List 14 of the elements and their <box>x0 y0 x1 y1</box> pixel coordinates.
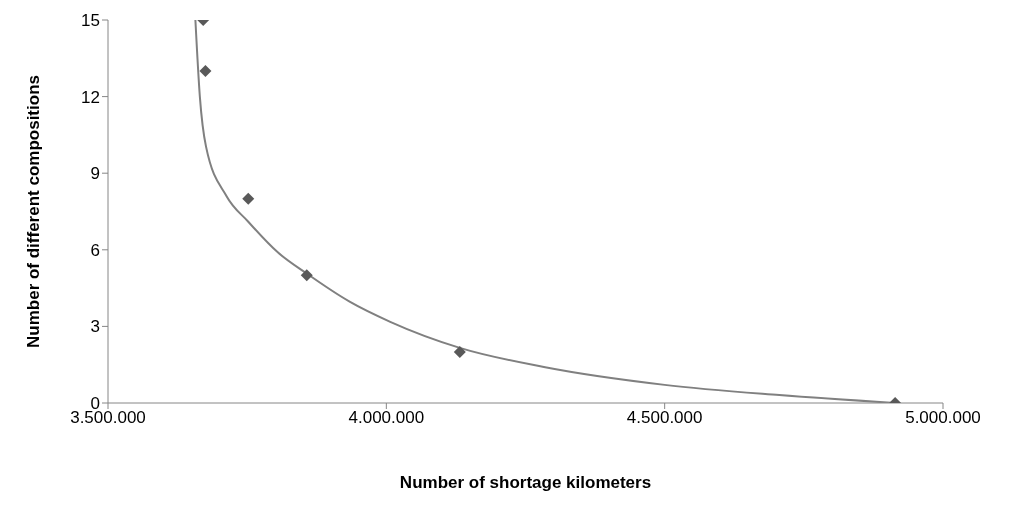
point <box>300 269 313 282</box>
y-tick-label: 12 <box>81 87 100 107</box>
point <box>453 345 466 358</box>
y-tick-label: 6 <box>90 240 100 260</box>
x-tick-label: 4.000.000 <box>348 408 425 428</box>
y-tick-label: 15 <box>81 11 100 31</box>
y-tick-label: 9 <box>90 164 100 184</box>
point <box>199 65 212 78</box>
point <box>242 192 255 205</box>
y-tick-label: 3 <box>90 317 100 337</box>
x-tick-label: 5.000.000 <box>905 408 981 428</box>
x-tick-label: 4.500.000 <box>626 408 703 428</box>
x-axis-title: Number of shortage kilometers <box>399 473 652 492</box>
y-axis-title: Number of different compositions <box>24 75 44 348</box>
